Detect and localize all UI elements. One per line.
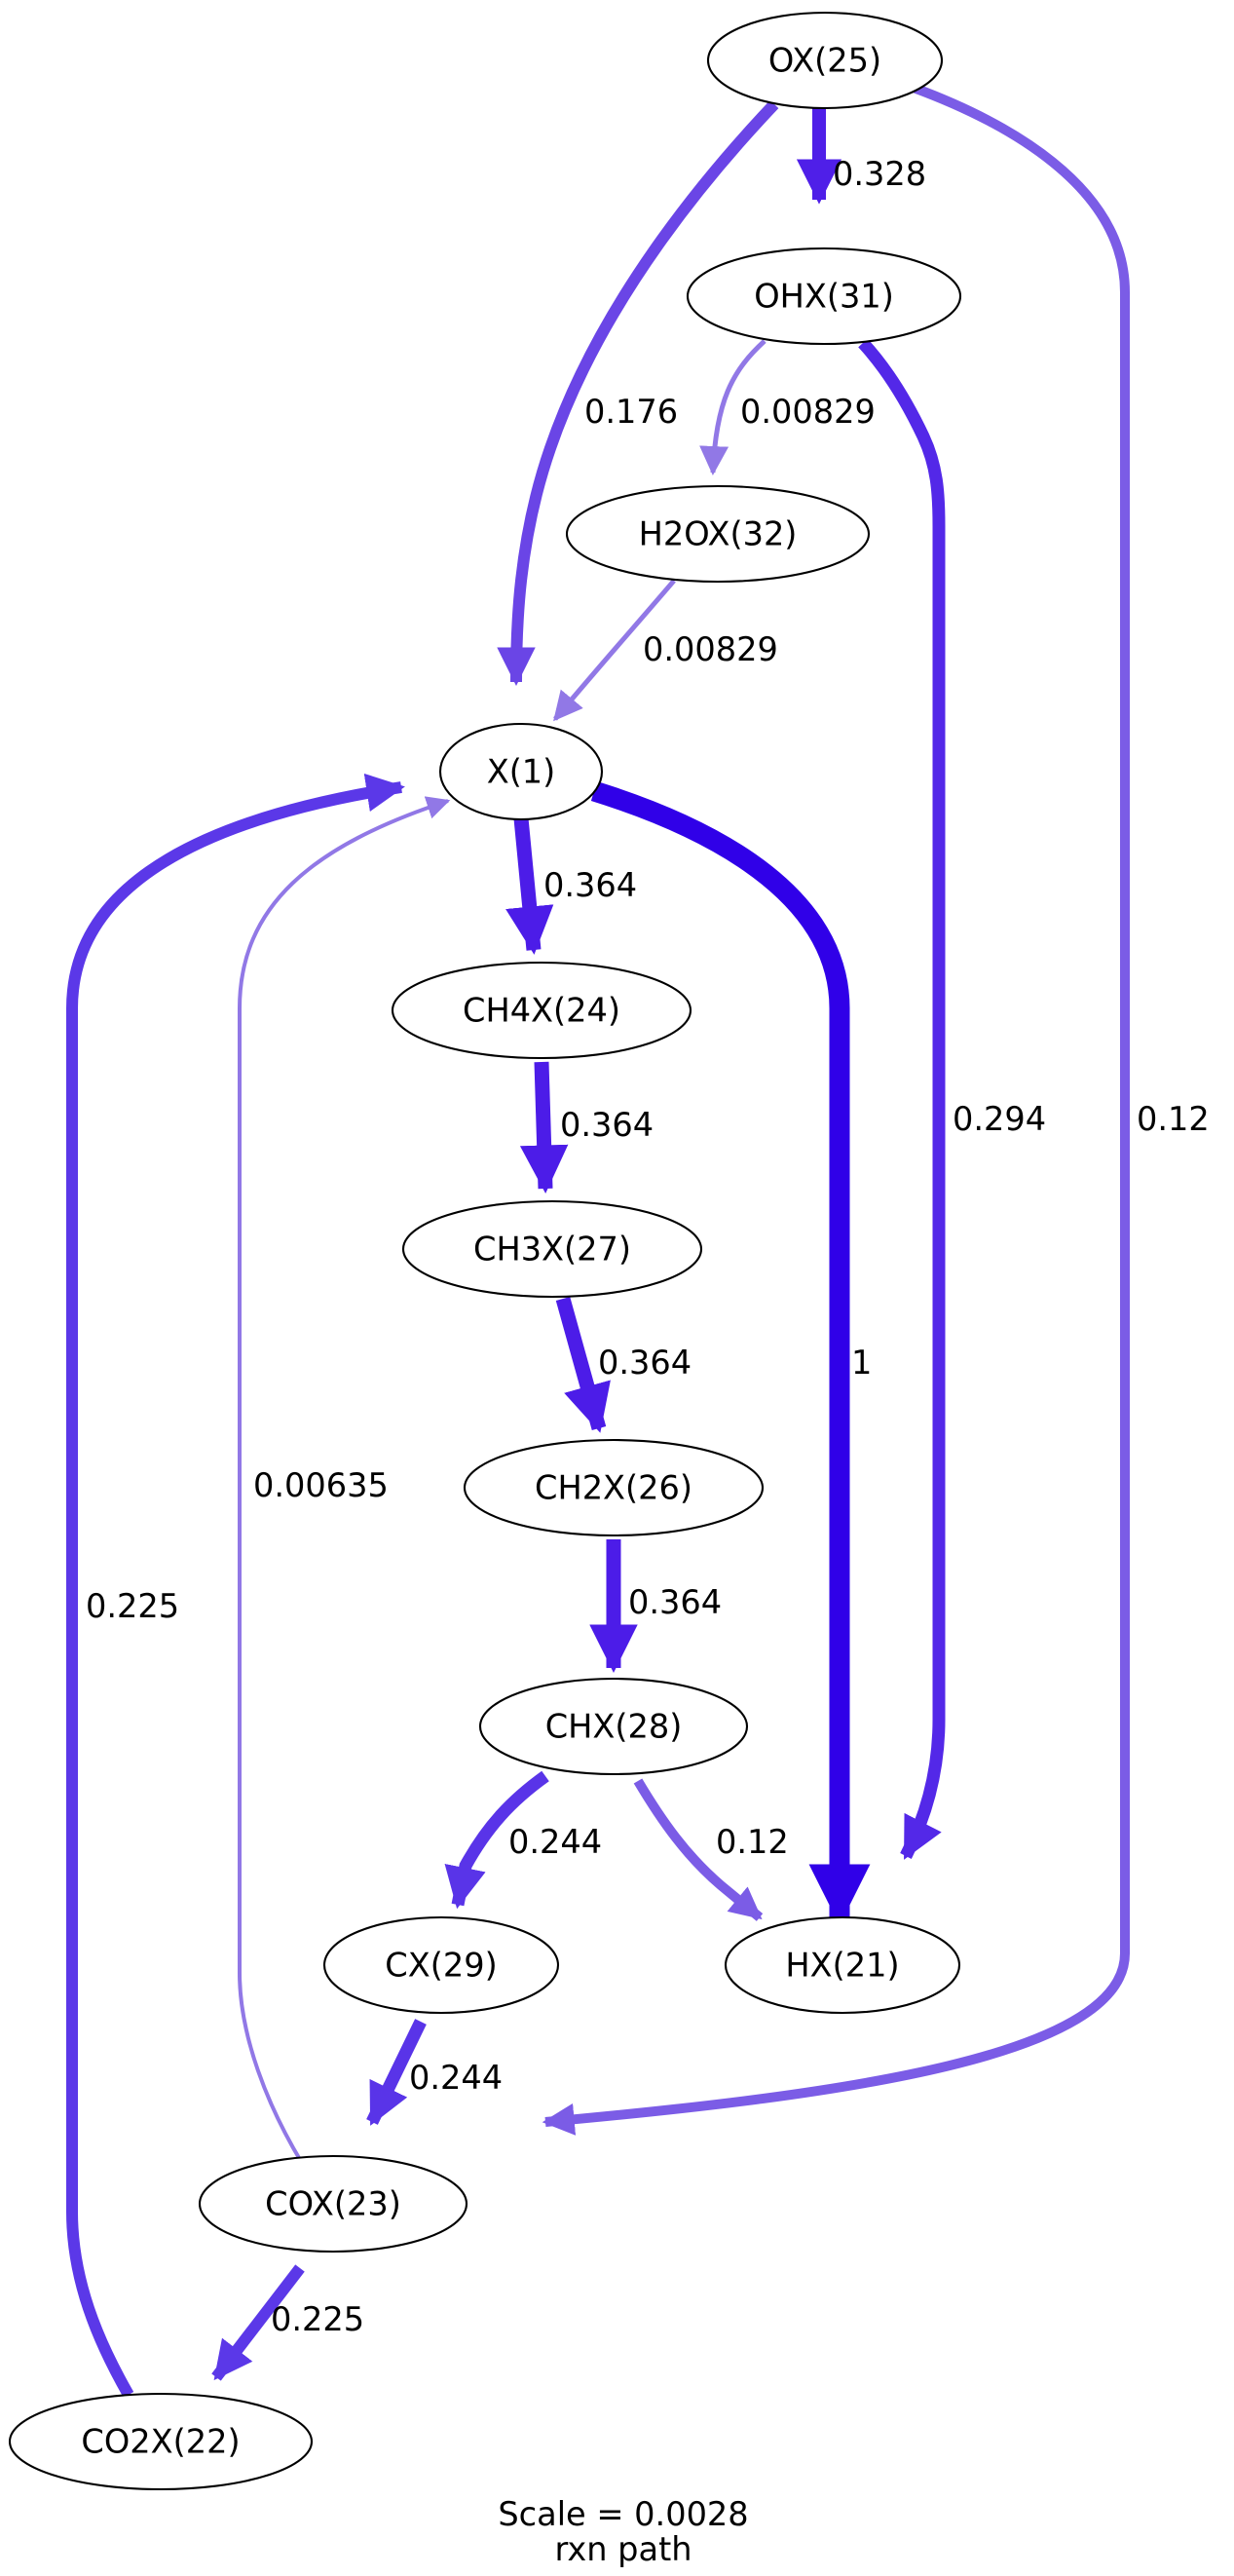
edge-ch4x24-ch3x27: 0.364 [519,1061,654,1193]
edge-ch2x26-chx28: 0.364 [589,1539,722,1673]
edge-label: 0.00829 [643,630,778,668]
node-ch2x26: CH2X(26) [463,1438,765,1537]
edge-label: 0.294 [953,1100,1046,1138]
edge-label: 0.00829 [740,393,876,431]
edge-ox25-ohx31: 0.328 [796,105,926,205]
edge-label: 0.364 [560,1106,654,1144]
edge-x1-ch4x24: 0.364 [505,817,637,955]
edge-h2ox32-x1: 0.00829 [553,579,778,722]
svg-text:H2OX(32): H2OX(32) [639,515,798,553]
edge-label: 0.12 [716,1823,789,1861]
node-ohx31: OHX(31) [686,246,962,346]
svg-text:CHX(28): CHX(28) [545,1708,683,1746]
svg-text:CH2X(26): CH2X(26) [535,1469,692,1507]
caption-title: rxn path [554,2530,692,2568]
svg-text:CH4X(24): CH4X(24) [463,992,620,1030]
node-x1: X(1) [438,722,604,821]
node-ch4x24: CH4X(24) [391,961,692,1060]
edge-label: 0.176 [584,393,678,431]
edge-label: 0.328 [833,155,926,193]
edge-label: 0.225 [271,2300,364,2338]
svg-text:OHX(31): OHX(31) [754,278,894,316]
edge-cox23-co2x22: 0.225 [211,2264,364,2381]
node-co2x22: CO2X(22) [8,2392,314,2491]
svg-text:COX(23): COX(23) [265,2185,401,2223]
edge-cx29-cox23: 0.244 [366,2019,503,2126]
svg-text:OX(25): OX(25) [768,42,881,80]
edge-ch3x27-ch2x26: 0.364 [555,1296,692,1433]
edge-label: 0.364 [543,866,637,904]
edge-ox25-x1: 0.176 [497,99,779,686]
caption-scale: Scale = 0.0028 [498,2495,748,2533]
edge-label: 0.244 [508,1823,602,1861]
svg-text:CH3X(27): CH3X(27) [473,1231,631,1269]
node-ox25: OX(25) [706,11,944,110]
edge-label: 0.225 [86,1587,179,1625]
node-h2ox32: H2OX(32) [565,484,871,584]
edge-cox23-x1: 0.00635 [238,796,451,2165]
edge-label: 0.12 [1137,1100,1210,1138]
edge-label: 0.00635 [253,1466,389,1504]
node-cx29: CX(29) [322,1915,560,2015]
node-hx21: HX(21) [724,1915,961,2015]
edge-label: 0.364 [598,1344,692,1382]
svg-text:CO2X(22): CO2X(22) [81,2423,240,2461]
edge-co2x22-x1: 0.225 [66,773,405,2398]
edge-label: 0.364 [628,1583,722,1621]
edge-chx28-cx29: 0.244 [444,1770,602,1910]
node-ch3x27: CH3X(27) [401,1199,703,1299]
svg-text:X(1): X(1) [487,753,556,791]
edge-ohx31-h2ox32: 0.00829 [699,339,876,475]
edge-ox25-cox23: 0.12 [542,83,1210,2136]
edge-x1-hx21: 1 [590,780,872,1926]
edge-chx28-hx21: 0.12 [633,1778,789,1921]
edge-label: 1 [851,1344,872,1382]
svg-text:HX(21): HX(21) [785,1947,899,1985]
node-cox23: COX(23) [198,2154,468,2254]
edge-ohx31-hx21: 0.294 [858,338,1046,1860]
edge-label: 0.244 [409,2059,503,2097]
node-chx28: CHX(28) [478,1677,749,1776]
svg-text:CX(29): CX(29) [385,1947,497,1985]
